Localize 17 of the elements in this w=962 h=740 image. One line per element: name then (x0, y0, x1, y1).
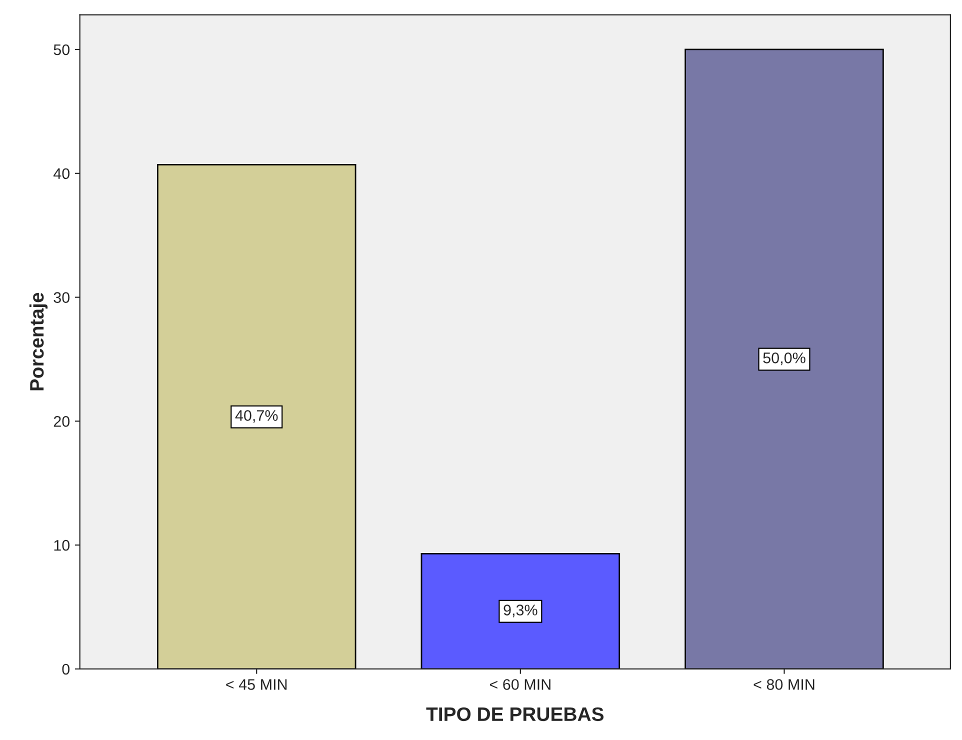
data-label: 9,3% (504, 604, 538, 618)
y-tick-label: 30 (54, 292, 70, 303)
x-tick-label: < 80 MIN (754, 679, 814, 690)
bar (684, 48, 884, 669)
y-tick-label: 20 (54, 416, 70, 427)
bar (156, 164, 356, 669)
y-axis-title: Porcentaje (29, 292, 48, 390)
y-tick-label: 50 (54, 44, 70, 56)
x-tick-label: < 45 MIN (226, 679, 287, 690)
y-tick-label: 10 (54, 540, 70, 551)
x-axis-title: TIPO DE PRUEBAS (426, 707, 604, 722)
bar (420, 553, 620, 669)
x-tick-label: < 60 MIN (490, 679, 550, 690)
y-tick-label: 0 (62, 664, 70, 675)
data-label: 50,0% (763, 352, 806, 366)
data-label: 40,7% (235, 410, 278, 423)
y-tick-label: 40 (53, 168, 70, 180)
